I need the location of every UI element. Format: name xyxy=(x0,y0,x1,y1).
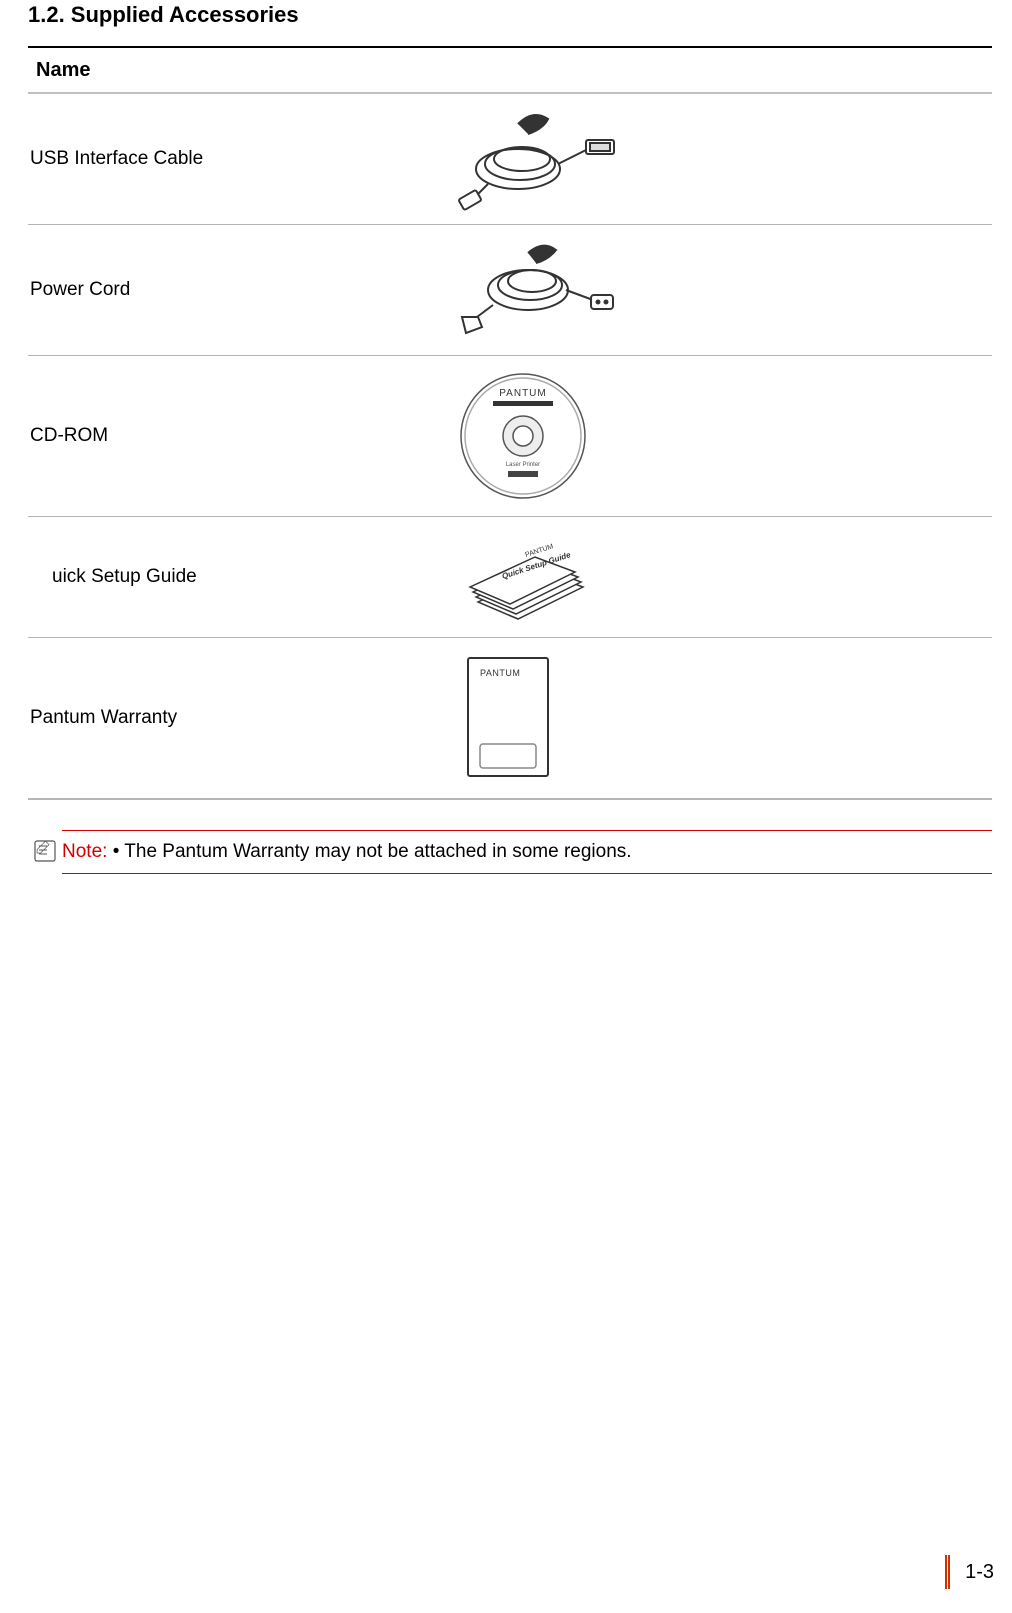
page-number-block: 1-3 xyxy=(945,1555,994,1589)
note-block: Note: • The Pantum Warranty may not be a… xyxy=(28,830,992,874)
accessory-image xyxy=(448,94,992,224)
power-cord-icon xyxy=(448,235,628,345)
accessory-name: USB Interface Cable xyxy=(28,148,448,170)
accessory-name: Power Cord xyxy=(28,279,448,301)
warranty-card-icon: PANTUM xyxy=(448,648,568,788)
table-row: CD-ROM PANTUM Laser Printer xyxy=(28,356,992,517)
svg-text:PANTUM: PANTUM xyxy=(499,388,546,399)
table-row: uick Setup Guide PANTUM Quick Setup Guid… xyxy=(28,517,992,638)
note-label: Note: xyxy=(62,841,107,862)
svg-text:PANTUM: PANTUM xyxy=(480,668,520,678)
accessories-table: Name USB Interface Cable xyxy=(28,46,992,800)
table-row: USB Interface Cable xyxy=(28,94,992,225)
table-row: Power Cord xyxy=(28,225,992,356)
note-text: • The Pantum Warranty may not be attache… xyxy=(107,841,631,862)
svg-text:Laser Printer: Laser Printer xyxy=(506,462,540,468)
accessory-name: CD-ROM xyxy=(28,425,448,447)
setup-guide-icon: PANTUM Quick Setup Guide xyxy=(448,527,608,627)
page-marker-icon xyxy=(945,1555,951,1589)
table-header-row: Name xyxy=(28,48,992,94)
table-row: Pantum Warranty PANTUM xyxy=(28,638,992,800)
accessory-image: PANTUM xyxy=(448,638,992,798)
column-header-name: Name xyxy=(28,59,448,82)
cd-rom-icon: PANTUM Laser Printer xyxy=(448,366,598,506)
note-icon xyxy=(34,830,62,874)
accessory-name: Pantum Warranty xyxy=(28,707,448,729)
accessory-image: PANTUM Laser Printer xyxy=(448,356,992,516)
section-title: 1.2. Supplied Accessories xyxy=(28,2,992,28)
accessory-image: PANTUM Quick Setup Guide xyxy=(448,517,992,637)
accessory-image xyxy=(448,225,992,355)
usb-cable-icon xyxy=(448,104,628,214)
accessory-name: uick Setup Guide xyxy=(28,566,448,588)
page-number: 1-3 xyxy=(965,1561,994,1584)
note-content: Note: • The Pantum Warranty may not be a… xyxy=(62,830,992,874)
